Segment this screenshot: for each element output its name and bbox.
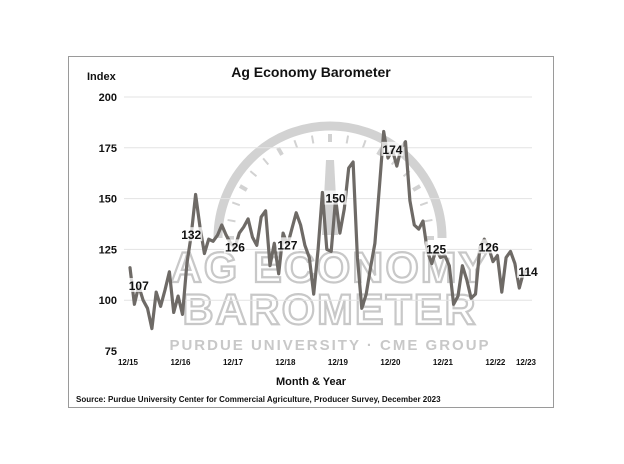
x-axis-label: Month & Year xyxy=(276,376,347,388)
y-tick-label: 125 xyxy=(99,244,117,256)
watermark-gauge-arc xyxy=(213,121,447,239)
gauge-tick xyxy=(293,139,299,149)
gauge-tick xyxy=(231,201,241,207)
y-tick-label: 175 xyxy=(99,143,117,155)
barometer-watermark: AG ECONOMY BAROMETER PURDUE UNIVERSITY ·… xyxy=(169,121,490,354)
gauge-tick xyxy=(249,170,258,178)
data-label-bg xyxy=(276,237,299,252)
gauge-tick xyxy=(276,146,284,156)
gauge-tick xyxy=(419,201,429,207)
data-label: 132 xyxy=(181,228,201,242)
data-label: 127 xyxy=(277,238,297,252)
x-tick-label: 12/20 xyxy=(380,358,401,367)
data-label: 174 xyxy=(382,143,402,157)
gauge-tick xyxy=(345,135,350,144)
y-tick-label: 75 xyxy=(105,346,117,358)
gauge-tick xyxy=(227,218,236,223)
gauge-tick xyxy=(238,184,248,192)
y-tick-label: 100 xyxy=(99,295,117,307)
data-label-bg xyxy=(324,190,347,205)
gauge-tick xyxy=(424,218,433,223)
x-tick-label: 12/17 xyxy=(223,358,244,367)
data-label: 107 xyxy=(129,279,149,293)
chart-frame xyxy=(68,56,554,408)
source-note: Source: Purdue University Center for Com… xyxy=(76,395,441,404)
gauge-tick xyxy=(412,184,422,192)
y-tick-label: 150 xyxy=(99,194,117,206)
data-label: 126 xyxy=(225,240,245,254)
x-tick-label: 12/19 xyxy=(328,358,349,367)
data-label: 114 xyxy=(518,265,538,279)
x-tick-label: 12/18 xyxy=(275,358,296,367)
data-label-bg xyxy=(517,263,539,278)
x-tick-label: 12/21 xyxy=(433,358,454,367)
data-label-bg xyxy=(425,241,448,256)
x-tick-label: 12/15 xyxy=(118,358,139,367)
x-tick-label: 12/22 xyxy=(485,358,506,367)
data-label-bg xyxy=(381,141,404,156)
series-line xyxy=(128,129,530,331)
watermark-line3: PURDUE UNIVERSITY · CME GROUP xyxy=(169,337,490,354)
y-tick-label: 200 xyxy=(99,92,117,104)
data-label: 125 xyxy=(426,242,446,256)
data-label-bg xyxy=(477,239,500,254)
gauge-tick xyxy=(361,139,367,149)
data-label-bg xyxy=(223,239,246,254)
gauge-tick xyxy=(310,135,315,144)
data-annotations: 107 132 126 127 150 174 125 126 114 xyxy=(127,141,539,293)
data-label-bg xyxy=(127,277,150,292)
y-axis-label: Index xyxy=(87,71,117,83)
data-label: 150 xyxy=(326,192,346,206)
watermark-line2: BAROMETER xyxy=(182,286,477,334)
x-axis-ticks: 12/15 12/16 12/17 12/18 12/19 12/20 12/21 12/22… xyxy=(118,358,537,367)
x-tick-label: 12/23 xyxy=(516,358,537,367)
x-tick-label: 12/16 xyxy=(170,358,191,367)
data-label: 126 xyxy=(479,240,499,254)
y-axis-ticks: 75 100 125 150 175 200 xyxy=(99,92,117,358)
chart-title: Ag Economy Barometer xyxy=(231,64,391,80)
data-label-bg xyxy=(180,227,203,242)
gauge-tick xyxy=(262,157,270,166)
